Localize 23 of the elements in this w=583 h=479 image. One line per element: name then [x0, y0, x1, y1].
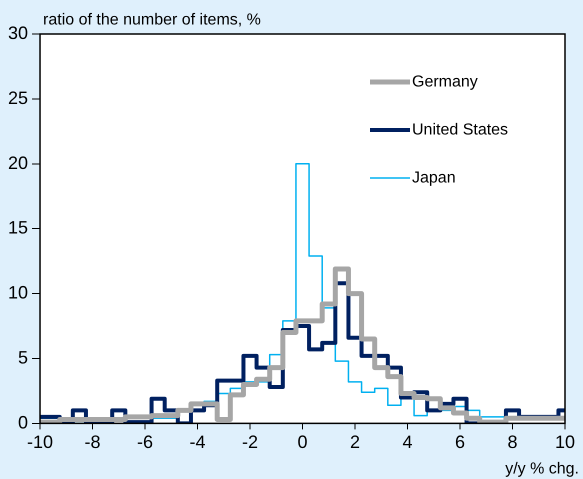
x-tick-label: 8 — [507, 432, 518, 452]
x-tick-label: -2 — [242, 432, 258, 452]
x-tick-label: 0 — [298, 432, 308, 452]
y-tick-label: 10 — [8, 282, 28, 303]
y-tick-label: 25 — [8, 88, 28, 108]
y-tick-label: 30 — [8, 22, 28, 43]
legend-label: Japan — [412, 169, 456, 186]
x-tick-label: 10 — [554, 432, 576, 452]
x-tick-label: -6 — [137, 432, 154, 452]
y-tick-label: 15 — [8, 218, 28, 238]
x-tick-label: -4 — [190, 432, 206, 452]
x-tick-label: -8 — [84, 432, 101, 452]
legend-label: United States — [412, 121, 508, 138]
x-tick-label: 2 — [350, 432, 360, 452]
legend-label: Germany — [412, 73, 478, 90]
y-tick-label: 5 — [18, 347, 28, 368]
x-axis-title: y/y % chg. — [505, 460, 579, 478]
y-tick-label: 0 — [18, 412, 28, 432]
x-tick-label: 4 — [402, 432, 413, 452]
x-tick-label: -10 — [27, 432, 54, 452]
y-axis-title: ratio of the number of items, % — [43, 11, 261, 28]
y-tick-label: 20 — [8, 152, 28, 173]
x-tick-label: 6 — [454, 432, 466, 452]
